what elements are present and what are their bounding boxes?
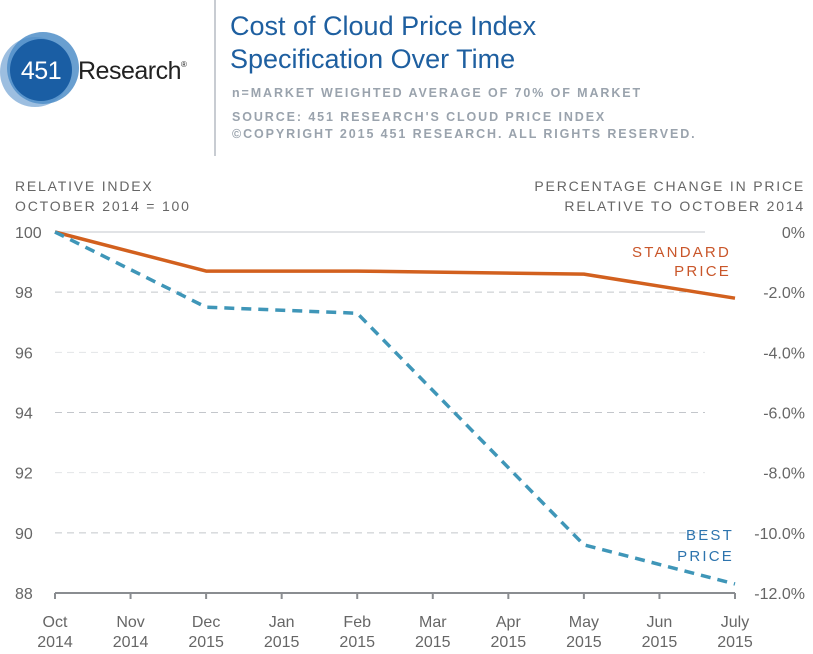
logo-451-research: 451 Research® (0, 32, 210, 112)
x-tick-label-year: 2015 (339, 634, 375, 651)
x-tick-label-year: 2014 (37, 634, 73, 651)
x-tick-label-month: Nov (116, 614, 144, 631)
x-tick-label-year: 2015 (642, 634, 678, 651)
y-tick-right-label: -6.0% (763, 406, 805, 423)
x-tick-label-year: 2015 (264, 634, 300, 651)
x-tick-label-month: Feb (343, 614, 371, 631)
y-axis-left-title-line-2: OCTOBER 2014 = 100 (15, 198, 191, 214)
x-tick-label-year: 2015 (566, 634, 602, 651)
y-tick-right-label: -12.0% (754, 586, 805, 603)
sample-note: n=MARKET WEIGHTED AVERAGE OF 70% OF MARK… (232, 86, 643, 100)
y-tick-left-label: 92 (15, 466, 33, 483)
best-price-label-line-2: PRICE (677, 548, 734, 565)
chart-title: Cost of Cloud Price Index Specification … (230, 10, 536, 76)
chart-title-line-1: Cost of Cloud Price Index (230, 11, 537, 41)
x-tick-label-month: Jun (647, 614, 673, 631)
x-tick-label-month: Apr (496, 614, 522, 631)
x-tick-label-month: Dec (192, 614, 220, 631)
best-price-label-line-1: BEST (686, 527, 734, 544)
y-tick-left-label: 96 (15, 345, 33, 362)
registered-mark: ® (181, 60, 187, 69)
logo-number: 451 (20, 57, 62, 85)
copyright-note: ©COPYRIGHT 2015 451 RESEARCH. ALL RIGHTS… (232, 127, 697, 141)
source-note: SOURCE: 451 RESEARCH'S CLOUD PRICE INDEX (232, 110, 607, 124)
x-tick-label-year: 2015 (415, 634, 451, 651)
y-axis-left-title: RELATIVE INDEX OCTOBER 2014 = 100 (15, 176, 191, 216)
y-axis-right-title-line-1: PERCENTAGE CHANGE IN PRICE (534, 178, 805, 194)
x-tick-label-year: 2015 (717, 634, 753, 651)
y-tick-left-label: 100 (15, 225, 42, 242)
best-price-line (54, 230, 736, 586)
x-tick-label-year: 2015 (491, 634, 527, 651)
y-tick-right-label: -8.0% (763, 466, 805, 483)
y-tick-left-label: 98 (15, 285, 33, 302)
y-tick-left-label: 94 (15, 406, 33, 423)
x-tick-label-month: Mar (419, 614, 447, 631)
logo-word-text: Research (78, 57, 182, 85)
x-tick-label-year: 2015 (188, 634, 224, 651)
y-axis-right-title-line-2: RELATIVE TO OCTOBER 2014 (564, 198, 805, 214)
y-tick-left-label: 90 (15, 526, 33, 543)
standard-price-label-line-2: PRICE (674, 263, 731, 280)
x-tick-label-month: Jan (269, 614, 295, 631)
y-axis-left-title-line-1: RELATIVE INDEX (15, 178, 154, 194)
y-tick-right-label: 0% (782, 225, 805, 242)
y-tick-right-label: -10.0% (754, 526, 805, 543)
x-tick-label-month: May (569, 614, 599, 631)
x-tick-label-month: July (721, 614, 749, 631)
header-divider (214, 0, 216, 156)
y-axis-right-title: PERCENTAGE CHANGE IN PRICE RELATIVE TO O… (534, 176, 805, 216)
y-tick-right-label: -4.0% (763, 345, 805, 362)
standard-price-line (54, 230, 736, 300)
y-tick-left-label: 88 (15, 586, 33, 603)
chart-title-line-2: Specification Over Time (230, 44, 516, 74)
x-tick-label-month: Oct (43, 614, 68, 631)
standard-price-label-line-1: STANDARD (632, 244, 731, 261)
logo-wordmark: Research® (78, 57, 187, 86)
y-tick-right-label: -2.0% (763, 285, 805, 302)
logo-circle (10, 39, 72, 101)
x-tick-label-year: 2014 (113, 634, 149, 651)
